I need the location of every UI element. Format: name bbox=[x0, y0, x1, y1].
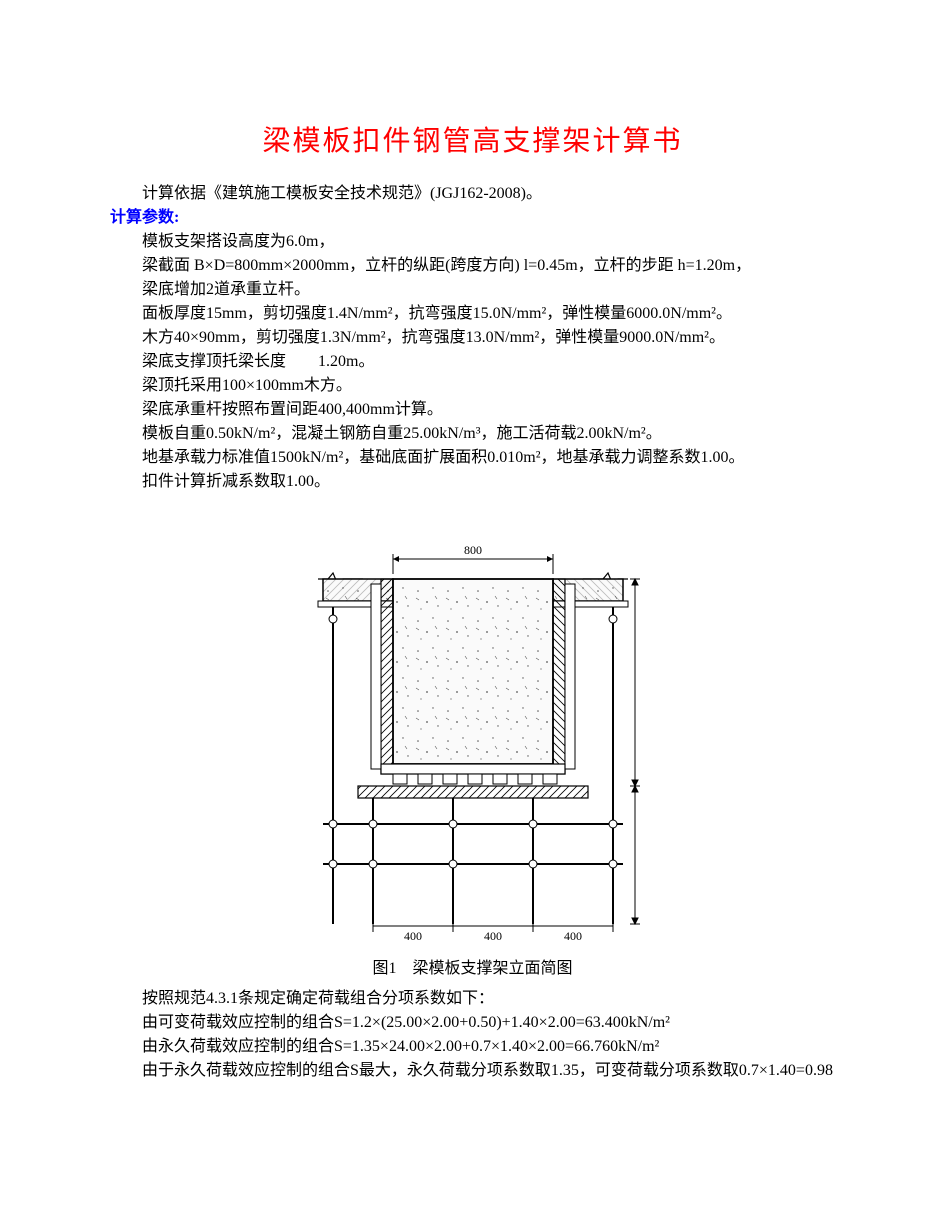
param-line: 木方40×90mm，剪切强度1.3N/mm²，抗弯强度13.0N/mm²，弹性模… bbox=[110, 326, 835, 350]
param-line: 梁底承重杆按照布置间距400,400mm计算。 bbox=[110, 398, 835, 422]
dim-b2: 400 bbox=[484, 929, 502, 943]
param-line: 梁底支撑顶托梁长度 1.20m。 bbox=[110, 350, 835, 374]
param-line: 模板支架搭设高度为6.0m， bbox=[110, 230, 835, 254]
dim-top: 800 bbox=[464, 543, 482, 557]
analysis-line: 由可变荷载效应控制的组合S=1.2×(25.00×2.00+0.50)+1.40… bbox=[110, 1011, 835, 1035]
top-dimension: 800 bbox=[393, 543, 553, 574]
param-line: 梁底增加2道承重立杆。 bbox=[110, 278, 835, 302]
document-title: 梁模板扣件钢管高支撑架计算书 bbox=[110, 120, 835, 162]
section-heading: 计算参数: bbox=[110, 206, 835, 230]
dim-b3: 400 bbox=[564, 929, 582, 943]
analysis-line: 由永久荷载效应控制的组合S=1.35×24.00×2.00+0.7×1.40×2… bbox=[110, 1035, 835, 1059]
diagram-container: 800 bbox=[110, 524, 835, 952]
param-line: 梁截面 B×D=800mm×2000mm，立杆的纵距(跨度方向) l=0.45m… bbox=[110, 254, 835, 278]
document-page: 梁模板扣件钢管高支撑架计算书 计算依据《建筑施工模板安全技术规范》(JGJ162… bbox=[0, 0, 945, 1143]
figure-caption: 图1 梁模板支撑架立面简图 bbox=[110, 957, 835, 981]
param-line: 扣件计算折减系数取1.00。 bbox=[110, 470, 835, 494]
analysis-line: 由于永久荷载效应控制的组合S最大，永久荷载分项系数取1.35，可变荷载分项系数取… bbox=[110, 1059, 835, 1083]
param-line: 面板厚度15mm，剪切强度1.4N/mm²，抗弯强度15.0N/mm²，弹性模量… bbox=[110, 302, 835, 326]
beam-section-diagram: 800 bbox=[263, 524, 683, 944]
param-line: 梁顶托采用100×100mm木方。 bbox=[110, 374, 835, 398]
dim-b1: 400 bbox=[404, 929, 422, 943]
calc-basis: 计算依据《建筑施工模板安全技术规范》(JGJ162-2008)。 bbox=[110, 182, 835, 206]
analysis-line: 按照规范4.3.1条规定确定荷载组合分项系数如下： bbox=[110, 987, 835, 1011]
param-line: 地基承载力标准值1500kN/m²，基础底面扩展面积0.010m²，地基承载力调… bbox=[110, 446, 835, 470]
param-line: 模板自重0.50kN/m²，混凝土钢筋自重25.00kN/m³，施工活荷载2.0… bbox=[110, 422, 835, 446]
